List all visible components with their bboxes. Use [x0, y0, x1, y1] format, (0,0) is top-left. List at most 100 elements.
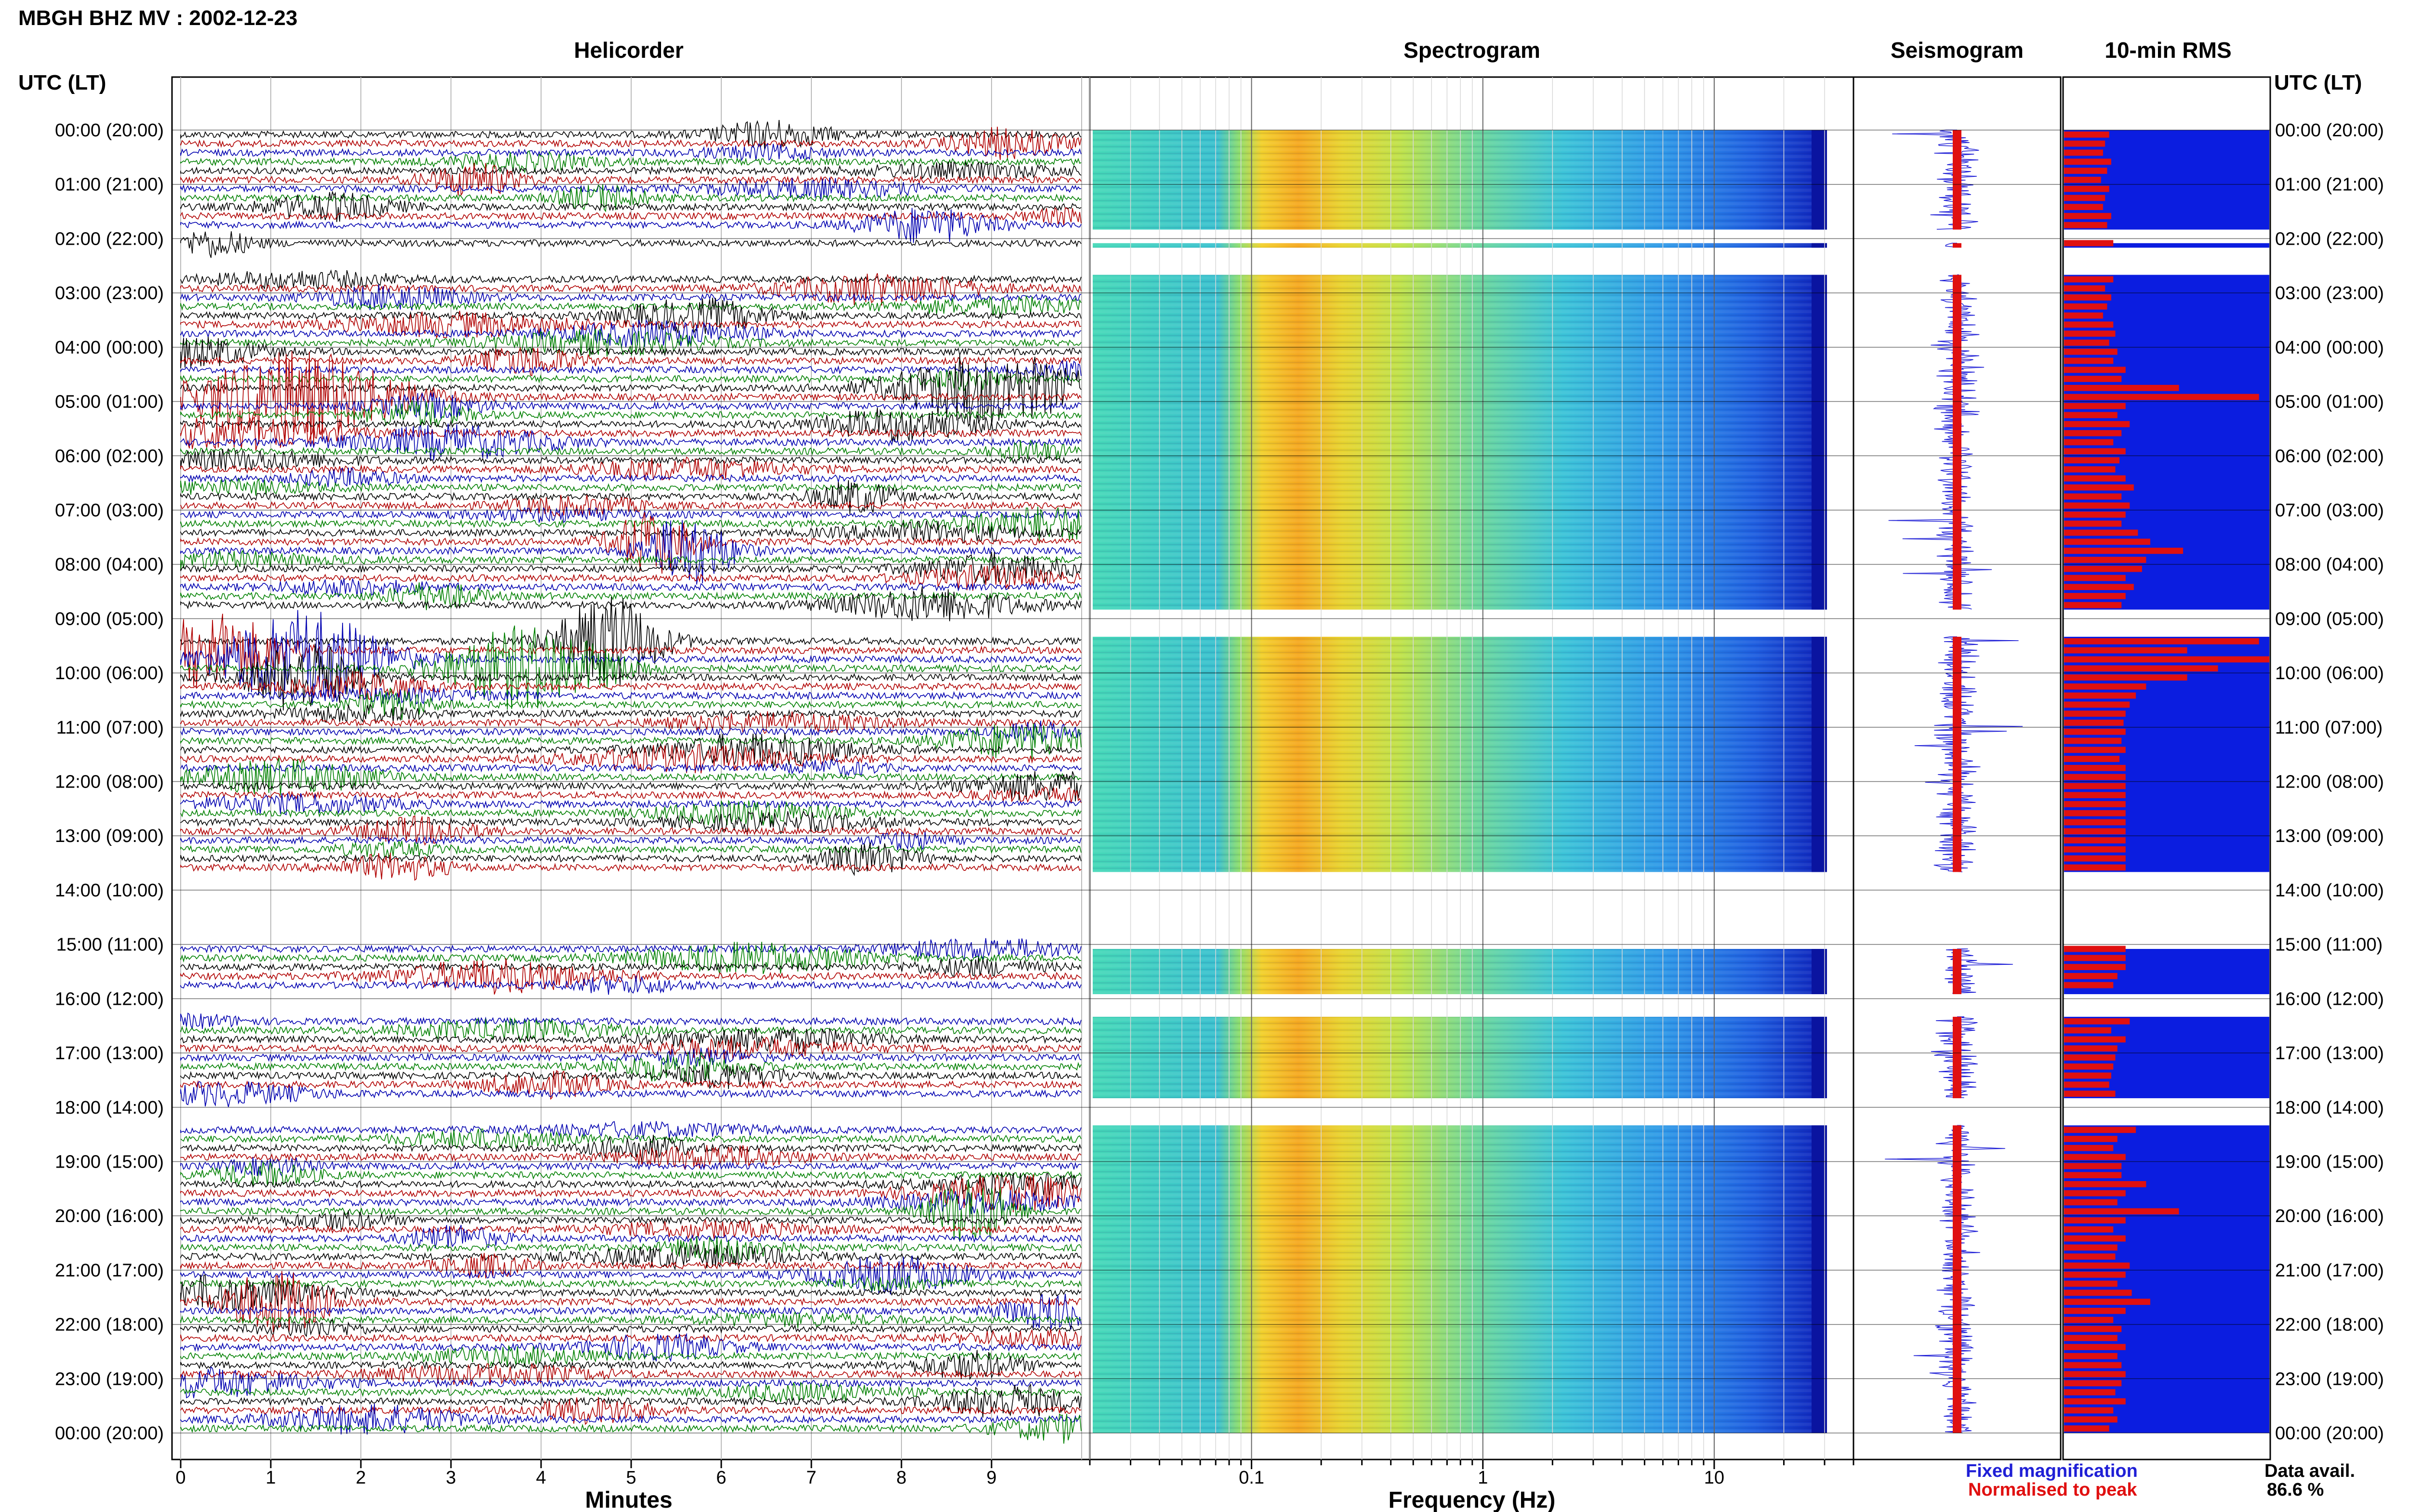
time-tick-label-left: 18:00 (14:00) — [55, 1098, 164, 1118]
time-tick-label-left: 00:00 (20:00) — [55, 120, 164, 141]
rms-normalised-bar — [2064, 403, 2126, 409]
helicorder-trace — [180, 1224, 1082, 1249]
helicorder-trace — [180, 1134, 1082, 1161]
helicorder-trace — [180, 1051, 1082, 1082]
rms-normalised-bar — [2064, 340, 2109, 346]
helicorder-trace — [180, 162, 1082, 197]
helicorder-trace — [180, 625, 1082, 710]
rms-normalised-bar — [2064, 511, 2126, 518]
helicorder-trace — [180, 841, 1082, 858]
time-tick-label-right: 00:00 (20:00) — [2275, 120, 2384, 141]
helicorder-trace — [180, 671, 1082, 700]
legend-normalised-to-peak: Normalised to peak — [1968, 1480, 2137, 1500]
helicorder-trace — [180, 565, 1082, 591]
rms-normalised-bar — [2064, 1018, 2130, 1025]
helicorder-x-tick-label: 5 — [626, 1468, 636, 1488]
rms-normalised-bar — [2064, 1091, 2116, 1097]
helicorder-trace — [180, 958, 1082, 995]
rms-normalised-bar — [2064, 1199, 2118, 1206]
time-tick-label-left: 21:00 (17:00) — [55, 1261, 164, 1281]
rms-normalised-bar — [2064, 1308, 2126, 1314]
helicorder-x-tick-label: 8 — [896, 1468, 906, 1488]
helicorder-x-tick-label: 1 — [265, 1468, 276, 1488]
helicorder-trace — [180, 400, 1082, 427]
rms-normalised-bar — [2064, 737, 2122, 744]
helicorder-trace — [180, 786, 1082, 803]
time-tick-label-left: 10:00 (06:00) — [55, 663, 164, 684]
helicorder-trace — [180, 1190, 1082, 1215]
helicorder-trace — [180, 1345, 1082, 1367]
spectrogram-x-label: Frequency (Hz) — [1389, 1487, 1556, 1512]
time-tick-label-left: 20:00 (16:00) — [55, 1206, 164, 1226]
time-tick-label-right: 23:00 (19:00) — [2275, 1369, 2384, 1389]
helicorder-x-tick-label: 9 — [986, 1468, 996, 1488]
rms-normalised-bar — [2064, 1217, 2126, 1223]
time-axis-label-left: UTC (LT) — [18, 71, 106, 94]
rms-normalised-bar — [2064, 285, 2105, 292]
rms-normalised-bar — [2064, 720, 2124, 726]
spectrogram-x-ticks: 0.1 1 10 — [1089, 1459, 1854, 1488]
rms-normalised-bar — [2064, 810, 2126, 816]
time-tick-label-right: 11:00 (07:00) — [2275, 718, 2383, 738]
time-tick-label-right: 18:00 (14:00) — [2275, 1098, 2384, 1118]
time-tick-label-right: 15:00 (11:00) — [2275, 935, 2383, 955]
helicorder-trace — [180, 439, 1082, 462]
rms-title: 10-min RMS — [2105, 38, 2231, 63]
rms-normalised-bar — [2064, 1063, 2114, 1070]
time-tick-label-right: 04:00 (00:00) — [2275, 338, 2384, 358]
rms-normalised-bar — [2064, 1036, 2126, 1043]
rms-normalised-bar — [2064, 665, 2218, 672]
rms-normalised-bar — [2064, 638, 2259, 644]
rms-normalised-bar — [2064, 747, 2126, 753]
helicorder-trace — [180, 329, 1082, 357]
helicorder-trace — [180, 975, 1082, 995]
spectrogram-x-tick-label: 1 — [1478, 1468, 1488, 1488]
helicorder-trace — [180, 177, 1082, 200]
time-tick-label-left: 02:00 (22:00) — [55, 229, 164, 249]
rms-normalised-bar — [2064, 801, 2126, 807]
helicorder-trace — [180, 1070, 1082, 1100]
spectrogram-x-tick-label: 10 — [1704, 1468, 1724, 1488]
helicorder-trace — [180, 597, 1082, 687]
helicorder-trace — [180, 311, 1082, 340]
rms-normalised-bar — [2064, 484, 2134, 491]
spectrogram-texture — [1093, 636, 1827, 872]
helicorder-trace — [180, 1017, 1082, 1044]
rms-normalised-bar — [2064, 774, 2126, 780]
time-tick-label-right: 22:00 (18:00) — [2275, 1315, 2384, 1335]
rms-normalised-bar — [2064, 520, 2122, 527]
helicorder-trace — [180, 269, 1082, 290]
helicorder-trace — [180, 477, 1082, 496]
helicorder-trace — [180, 416, 1082, 451]
time-tick-label-left: 22:00 (18:00) — [55, 1315, 164, 1335]
spectrogram-panel — [1089, 76, 1854, 1460]
rms-normalised-bar — [2064, 1289, 2132, 1296]
rms-normalised-bar — [2064, 168, 2107, 174]
rms-normalised-bar — [2064, 1181, 2146, 1187]
seismogram-fixed-trace — [1914, 636, 2023, 872]
time-tick-label-left: 15:00 (11:00) — [56, 935, 164, 955]
spectrogram-edge — [1812, 243, 1827, 248]
rms-normalised-bar — [2064, 1072, 2111, 1079]
helicorder-trace — [180, 423, 1082, 460]
rms-normalised-bar — [2064, 1045, 2118, 1052]
rms-normalised-bar — [2064, 394, 2259, 400]
rms-normalised-bar — [2064, 367, 2126, 373]
rms-normalised-bar — [2064, 140, 2105, 147]
helicorder-trace — [180, 644, 1082, 711]
helicorder-trace — [180, 853, 1082, 881]
rms-normalised-bar — [2064, 149, 2103, 156]
rms-normalised-bar — [2064, 1299, 2150, 1305]
rms-normalised-bar — [2064, 828, 2126, 835]
helicorder-trace — [180, 1293, 1082, 1330]
rms-normalised-bar — [2064, 783, 2126, 789]
rms-normalised-bar — [2064, 548, 2184, 554]
rms-normalised-bar — [2064, 421, 2130, 427]
rms-normalised-bar — [2064, 412, 2118, 419]
helicorder-trace — [180, 723, 1082, 760]
time-tick-label-right: 08:00 (04:00) — [2275, 555, 2384, 575]
rms-normalised-bar — [2064, 384, 2179, 391]
helicorder-trace — [180, 1210, 1082, 1231]
time-tick-label-left: 04:00 (00:00) — [55, 338, 164, 358]
